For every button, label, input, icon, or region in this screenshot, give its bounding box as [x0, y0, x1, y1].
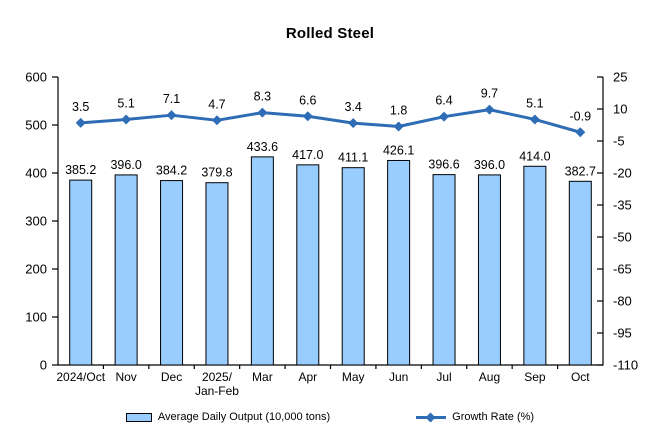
right-axis-label: -5 [613, 134, 625, 149]
bar-value-label: 382.7 [565, 164, 596, 178]
growth-value-label: 8.3 [254, 90, 271, 104]
left-axis-label: 0 [40, 358, 47, 373]
line-marker [393, 121, 404, 132]
growth-value-label: -0.9 [570, 109, 592, 123]
bar-value-label: 384.2 [156, 164, 187, 178]
growth-value-label: 4.7 [208, 97, 225, 111]
category-label: Nov [115, 370, 136, 384]
bar [69, 179, 93, 366]
line-marker [166, 110, 177, 121]
bar-series [69, 156, 592, 366]
growth-value-label: 6.6 [299, 93, 316, 107]
category-label: Jun [389, 370, 408, 384]
axes: 0 100 200 300 400 500 600 25 10 -5 -20 -35 -50 -65 -80… [25, 70, 638, 399]
right-axis-label: -20 [613, 166, 632, 181]
left-axis-label: 600 [25, 70, 47, 85]
line-marker [121, 114, 132, 125]
bar [387, 159, 411, 366]
category-label: May [342, 370, 365, 384]
right-axis-label: 10 [613, 102, 627, 117]
bar [477, 174, 501, 366]
line-marker [302, 111, 313, 122]
right-axis-label: -50 [613, 230, 632, 245]
legend-item-bar: Average Daily Output (10,000 tons) [125, 411, 331, 423]
bar [114, 174, 138, 366]
bar-swatch-icon [125, 412, 152, 422]
bar-value-label: 417.0 [292, 148, 323, 162]
line-marker [529, 114, 540, 125]
category-label: Oct [571, 370, 590, 384]
line-marker [75, 117, 86, 128]
category-label: Jan-Feb [195, 384, 239, 398]
legend-bar-label: Average Daily Output (10,000 tons) [157, 411, 331, 423]
category-label: Aug [479, 370, 500, 384]
growth-line [79, 108, 582, 134]
line-swatch-icon [416, 412, 447, 422]
category-label: Apr [298, 370, 317, 384]
category-label: 2024/Oct [56, 370, 105, 384]
legend-item-line: Growth Rate (%) [416, 411, 534, 423]
legend: Average Daily Output (10,000 tons) Growt… [0, 411, 660, 423]
right-axis-label: -35 [613, 198, 632, 213]
bar-value-label: 396.0 [110, 158, 141, 172]
bar [250, 156, 274, 366]
bar-value-label: 385.2 [65, 163, 96, 177]
growth-value-label: 3.4 [345, 100, 362, 114]
category-label: Jul [436, 370, 451, 384]
line-marker [348, 118, 359, 129]
line-marker [211, 115, 222, 126]
bar [568, 180, 592, 366]
growth-value-label: 7.1 [163, 92, 180, 106]
growth-value-label: 5.1 [526, 96, 543, 110]
category-label: Mar [252, 370, 273, 384]
line-swatch-diamond [425, 412, 436, 422]
right-axis-label: -95 [613, 326, 632, 341]
category-label: 2025/ [202, 370, 233, 384]
left-axis-label: 100 [25, 310, 47, 325]
growth-value-label: 9.7 [481, 87, 498, 101]
right-axis-label: -110 [613, 358, 638, 373]
legend-line-label: Growth Rate (%) [452, 411, 535, 423]
left-axis-label: 400 [25, 166, 47, 181]
line-marker [484, 104, 495, 115]
bar [205, 182, 229, 366]
line-marker [439, 111, 450, 122]
bar-value-label: 426.1 [383, 143, 414, 157]
line-marker [257, 107, 268, 118]
bar-value-label: 379.8 [201, 166, 232, 180]
bar-value-label: 433.6 [247, 140, 278, 154]
bar [523, 165, 547, 366]
bar [160, 180, 184, 366]
category-label: Dec [161, 370, 182, 384]
bar-value-label: 396.6 [428, 158, 459, 172]
chart-title: Rolled Steel [285, 25, 375, 42]
line-series [75, 104, 586, 138]
bar [296, 164, 320, 366]
bar-value-label: 414.0 [519, 149, 550, 163]
left-axis-label: 500 [25, 118, 47, 133]
data-labels: 385.2 396.0 384.2 379.8 433.6 417.0 411.1 426.1… [65, 87, 596, 180]
growth-value-label: 6.4 [435, 94, 452, 108]
growth-value-label: 5.1 [117, 96, 134, 110]
bar-value-label: 411.1 [338, 151, 368, 165]
right-axis-label: -65 [613, 262, 632, 277]
left-axis-label: 200 [25, 262, 47, 277]
category-label: Sep [524, 370, 546, 384]
right-axis-label: -80 [613, 294, 632, 309]
growth-value-label: 3.5 [72, 100, 89, 114]
left-axis-label: 300 [25, 214, 47, 229]
bar-value-label: 396.0 [474, 158, 505, 172]
line-marker [575, 127, 586, 138]
growth-value-label: 1.8 [390, 103, 407, 117]
bar [432, 174, 456, 366]
right-axis-label: 25 [613, 70, 627, 85]
bar [341, 167, 365, 366]
